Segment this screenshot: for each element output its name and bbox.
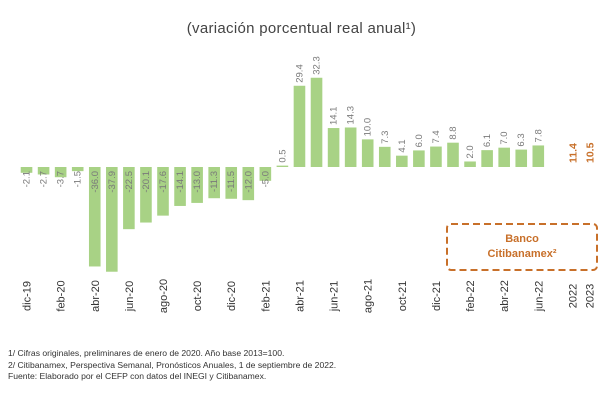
- value-label-ago-20: -17.6: [158, 171, 169, 193]
- bar-ago-21: [361, 139, 374, 167]
- footnotes: 1/ Cifras originales, preliminares de en…: [8, 348, 598, 383]
- bar-mar-22: [481, 150, 493, 167]
- tick-label-jun-21: jun-21: [329, 281, 341, 313]
- tick-label-dic-21: dic-21: [431, 281, 443, 311]
- tick-label-feb-20: feb-20: [56, 280, 68, 311]
- value-label-mar-21: 0.5: [277, 149, 288, 162]
- footnote-2: 2/ Citibanamex, Perspectiva Semanal, Pro…: [8, 359, 337, 370]
- legend-box: [446, 223, 598, 271]
- bar-jul-20: [140, 167, 152, 223]
- bar-feb-20: [54, 167, 67, 178]
- bar-abr-20: [88, 167, 101, 267]
- value-label-mar-22: 6.1: [482, 134, 493, 147]
- legend-text-1: Citibanamex²: [487, 248, 556, 260]
- bar-oct-20: [191, 167, 203, 203]
- bar-sep-20: [174, 167, 186, 206]
- bar-may-22: [515, 149, 528, 167]
- value-label-jun-21: 14.1: [329, 107, 340, 126]
- value-label-feb-20: -3.7: [56, 171, 67, 187]
- bar-dic-21: [430, 146, 442, 167]
- bar-ago-20: [157, 167, 169, 216]
- bar-oct-21: [396, 155, 408, 167]
- bar-ene-22: [447, 142, 459, 167]
- value-label-feb-21: -5.0: [260, 171, 271, 187]
- bar-mar-21: [276, 165, 289, 167]
- value-label-jul-21: 14.3: [346, 106, 357, 125]
- tick-label-2022: 2022: [567, 284, 579, 308]
- bar-jul-21: [344, 127, 357, 167]
- bar-ene-21: [242, 167, 255, 201]
- value-label-ene-20: -2.7: [39, 171, 50, 187]
- footnote-source: Fuente: Elaborado por el CEFP con datos …: [8, 371, 267, 381]
- bar-chart: -2.1 -2.7 -3.7 -1.5 -36.0 -37.9 -22.5 -20.1 -17.…: [20, 56, 598, 313]
- tick-label-abr-22: abr-22: [499, 280, 511, 312]
- bar-mar-20: [71, 167, 84, 172]
- tick-label-oct-21: oct-21: [397, 281, 409, 312]
- tick-label-jun-20: jun-20: [124, 281, 136, 313]
- tick-label-2023: 2023: [584, 284, 596, 308]
- value-label-may-22: 6.3: [516, 133, 527, 146]
- tick-label-abr-20: abr-20: [90, 280, 102, 312]
- bar-dic-19: [20, 167, 33, 173]
- tick-label-ago-21: ago-21: [363, 279, 375, 313]
- value-label-dic-19: -2.1: [22, 171, 33, 187]
- bar-nov-20: [208, 167, 220, 199]
- value-label-nov-21: 6.0: [414, 134, 425, 147]
- tick-label-oct-20: oct-20: [192, 281, 204, 312]
- value-label-jul-20: -20.1: [141, 171, 152, 193]
- tick-label-feb-21: feb-21: [260, 280, 272, 311]
- value-label-abr-20: -36.0: [90, 171, 101, 193]
- value-label-ene-22: 8.8: [448, 126, 459, 139]
- bar-abr-22: [498, 147, 510, 167]
- forecast-label-2023: 10.5: [584, 142, 596, 163]
- value-label-may-21: 32.3: [312, 56, 323, 75]
- bar-feb-22: [464, 161, 476, 167]
- legend-text-0: Banco: [505, 233, 539, 245]
- value-label-ago-21: 10.0: [363, 118, 374, 137]
- value-label-dic-20: -11.5: [226, 171, 237, 192]
- bar-jun-20: [123, 167, 135, 230]
- tick-label-dic-20: dic-20: [226, 281, 238, 311]
- value-label-feb-22: 2.0: [465, 145, 476, 158]
- value-label-abr-21: 29.4: [294, 64, 305, 83]
- tick-label-dic-19: dic-19: [22, 281, 34, 311]
- value-label-oct-20: -13.0: [192, 171, 203, 193]
- tick-label-abr-21: abr-21: [294, 280, 306, 312]
- value-label-nov-20: -11.3: [209, 171, 220, 192]
- bar-jun-22: [532, 145, 545, 167]
- value-label-jun-20: -22.5: [124, 171, 135, 193]
- bar-nov-21: [413, 150, 425, 167]
- value-label-abr-22: 7.0: [499, 131, 510, 144]
- value-label-oct-21: 4.1: [397, 139, 408, 152]
- tick-label-ago-20: ago-20: [158, 279, 170, 313]
- value-label-jun-22: 7.8: [533, 129, 544, 142]
- bar-ene-20: [37, 167, 50, 175]
- bar-feb-21: [259, 167, 272, 181]
- value-label-may-20: -37.9: [107, 171, 118, 193]
- value-label-sep-21: 7.3: [380, 131, 391, 144]
- bar-dic-20: [225, 167, 238, 199]
- value-label-mar-20: -1.5: [73, 171, 84, 187]
- bar-may-21: [310, 77, 323, 167]
- value-label-ene-21: -12.0: [243, 171, 254, 193]
- tick-label-feb-22: feb-22: [465, 280, 477, 311]
- bar-sep-21: [378, 146, 391, 167]
- bar-may-20: [106, 167, 118, 272]
- footnote-1: 1/ Cifras originales, preliminares de en…: [8, 348, 285, 358]
- bar-abr-21: [293, 85, 306, 167]
- forecast-label-2022: 11.4: [567, 143, 579, 163]
- chart-subtitle: (variación porcentual real anual¹): [186, 20, 417, 37]
- value-label-dic-21: 7.4: [431, 130, 442, 143]
- value-label-sep-20: -14.1: [175, 171, 186, 193]
- tick-label-jun-22: jun-22: [533, 281, 545, 313]
- bar-jun-21: [327, 128, 340, 167]
